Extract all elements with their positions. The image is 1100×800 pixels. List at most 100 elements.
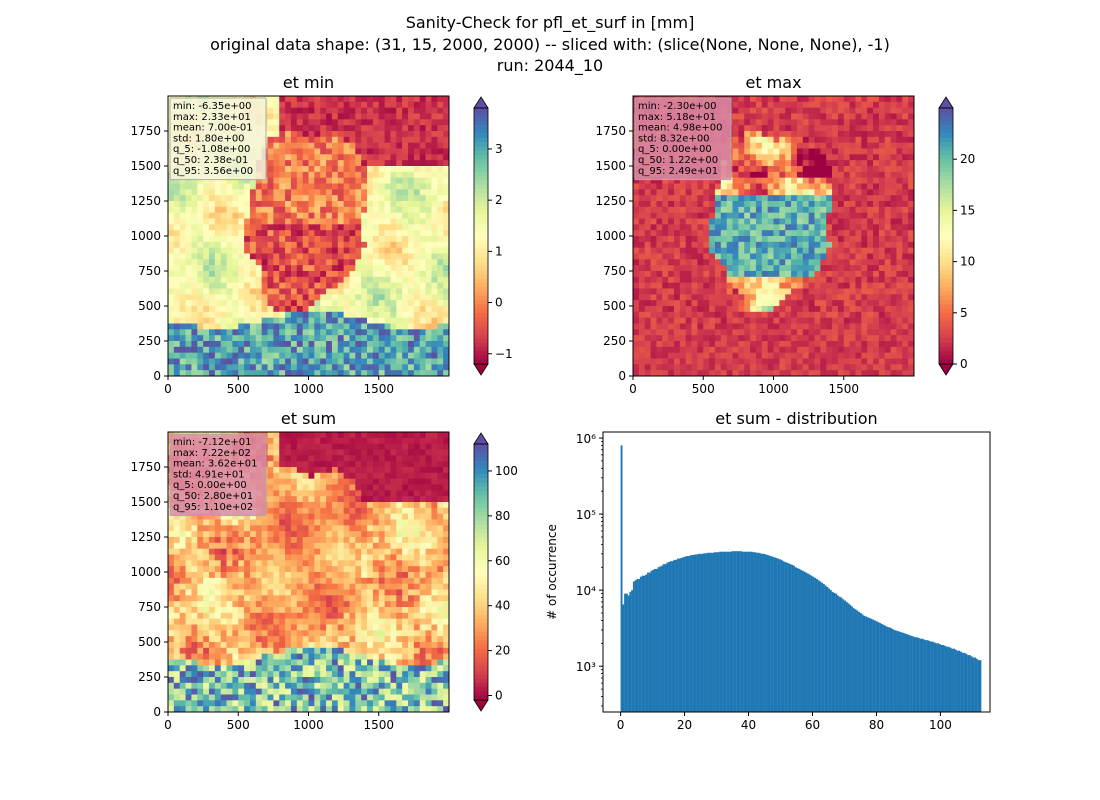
map-cell (279, 352, 286, 359)
map-cell (908, 306, 915, 313)
map-cell (413, 335, 421, 342)
map-cell (796, 125, 804, 132)
map-cell (656, 364, 663, 371)
map-cell (343, 177, 350, 184)
map-cell (791, 113, 798, 120)
map-cell (779, 323, 786, 330)
map-cell (650, 306, 657, 313)
map-cell (878, 370, 886, 377)
map-cell (279, 300, 286, 307)
map-cell (668, 253, 675, 260)
map-cell (361, 370, 368, 377)
map-cell (755, 148, 763, 155)
map-cell (738, 282, 745, 289)
map-cell (191, 230, 198, 237)
map-cell (714, 323, 722, 330)
map-cell (773, 166, 780, 173)
map-cell (890, 259, 897, 266)
map-cell (437, 125, 444, 132)
map-cell (867, 166, 874, 173)
map-cell (685, 183, 692, 190)
map-cell (402, 253, 409, 260)
map-cell (372, 183, 380, 190)
map-cell (203, 288, 210, 295)
map-cell (384, 346, 391, 354)
map-cell (279, 101, 286, 109)
map-cell (425, 294, 432, 301)
map-cell (214, 311, 222, 319)
map-cell (343, 125, 350, 132)
map-cell (832, 177, 839, 184)
map-cell (408, 131, 415, 138)
map-cell (814, 364, 821, 371)
map-cell (390, 230, 397, 237)
map-cell (890, 125, 897, 132)
map-cell (197, 317, 204, 324)
map-cell (832, 201, 839, 208)
map-cell (425, 352, 432, 359)
map-cell (902, 96, 909, 103)
map-cell (855, 101, 862, 109)
map-cell (255, 288, 263, 295)
map-cell (378, 236, 385, 243)
map-cell (337, 136, 345, 144)
map-cell (367, 271, 374, 278)
map-cell (814, 113, 821, 120)
map-cell (419, 346, 426, 354)
colorbar-segment (939, 112, 953, 117)
map-cell (796, 183, 804, 190)
map-cell (337, 171, 345, 179)
map-cell (279, 142, 286, 149)
map-cell (361, 311, 368, 319)
map-cell (390, 276, 397, 284)
map-cell (890, 364, 897, 371)
map-cell (662, 206, 669, 214)
map-cell (185, 346, 192, 354)
map-cell (662, 306, 669, 313)
map-cell (796, 218, 804, 225)
map-cell (396, 294, 403, 301)
map-cell (396, 171, 403, 179)
map-cell (814, 358, 821, 365)
map-cell (437, 335, 444, 342)
colorbar-segment (474, 257, 488, 262)
map-cell (785, 224, 792, 231)
map-cell (773, 247, 780, 254)
map-cell (267, 96, 274, 103)
map-cell (878, 96, 886, 103)
map-cell (168, 265, 175, 272)
map-cell (367, 183, 374, 190)
map-cell (408, 253, 415, 260)
map-cell (826, 300, 833, 307)
map-cell (238, 311, 245, 319)
map-cell (826, 352, 833, 359)
map-cell (773, 195, 780, 202)
colorbar-segment (939, 129, 953, 134)
map-cell (755, 154, 763, 161)
map-cell (290, 101, 298, 109)
map-cell (861, 253, 868, 260)
map-cell (691, 352, 698, 359)
map-cell (208, 346, 216, 354)
map-cell (703, 311, 710, 319)
map-cell (349, 253, 356, 260)
map-cell (285, 148, 292, 155)
map-cell (361, 437, 368, 445)
map-cell (638, 276, 646, 284)
map-cell (349, 160, 356, 167)
map-cell (290, 323, 298, 330)
map-cell (337, 224, 345, 231)
map-cell (662, 346, 669, 354)
map-cell (349, 341, 356, 348)
map-cell (191, 265, 198, 272)
map-cell (255, 358, 263, 365)
map-cell (633, 306, 640, 313)
map-cell (296, 358, 304, 365)
map-cell (703, 247, 710, 254)
map-cell (185, 241, 192, 249)
map-cell (349, 370, 356, 377)
map-cell (656, 317, 663, 324)
map-cell (273, 329, 280, 336)
map-cell (855, 119, 862, 126)
map-cell (873, 311, 880, 319)
